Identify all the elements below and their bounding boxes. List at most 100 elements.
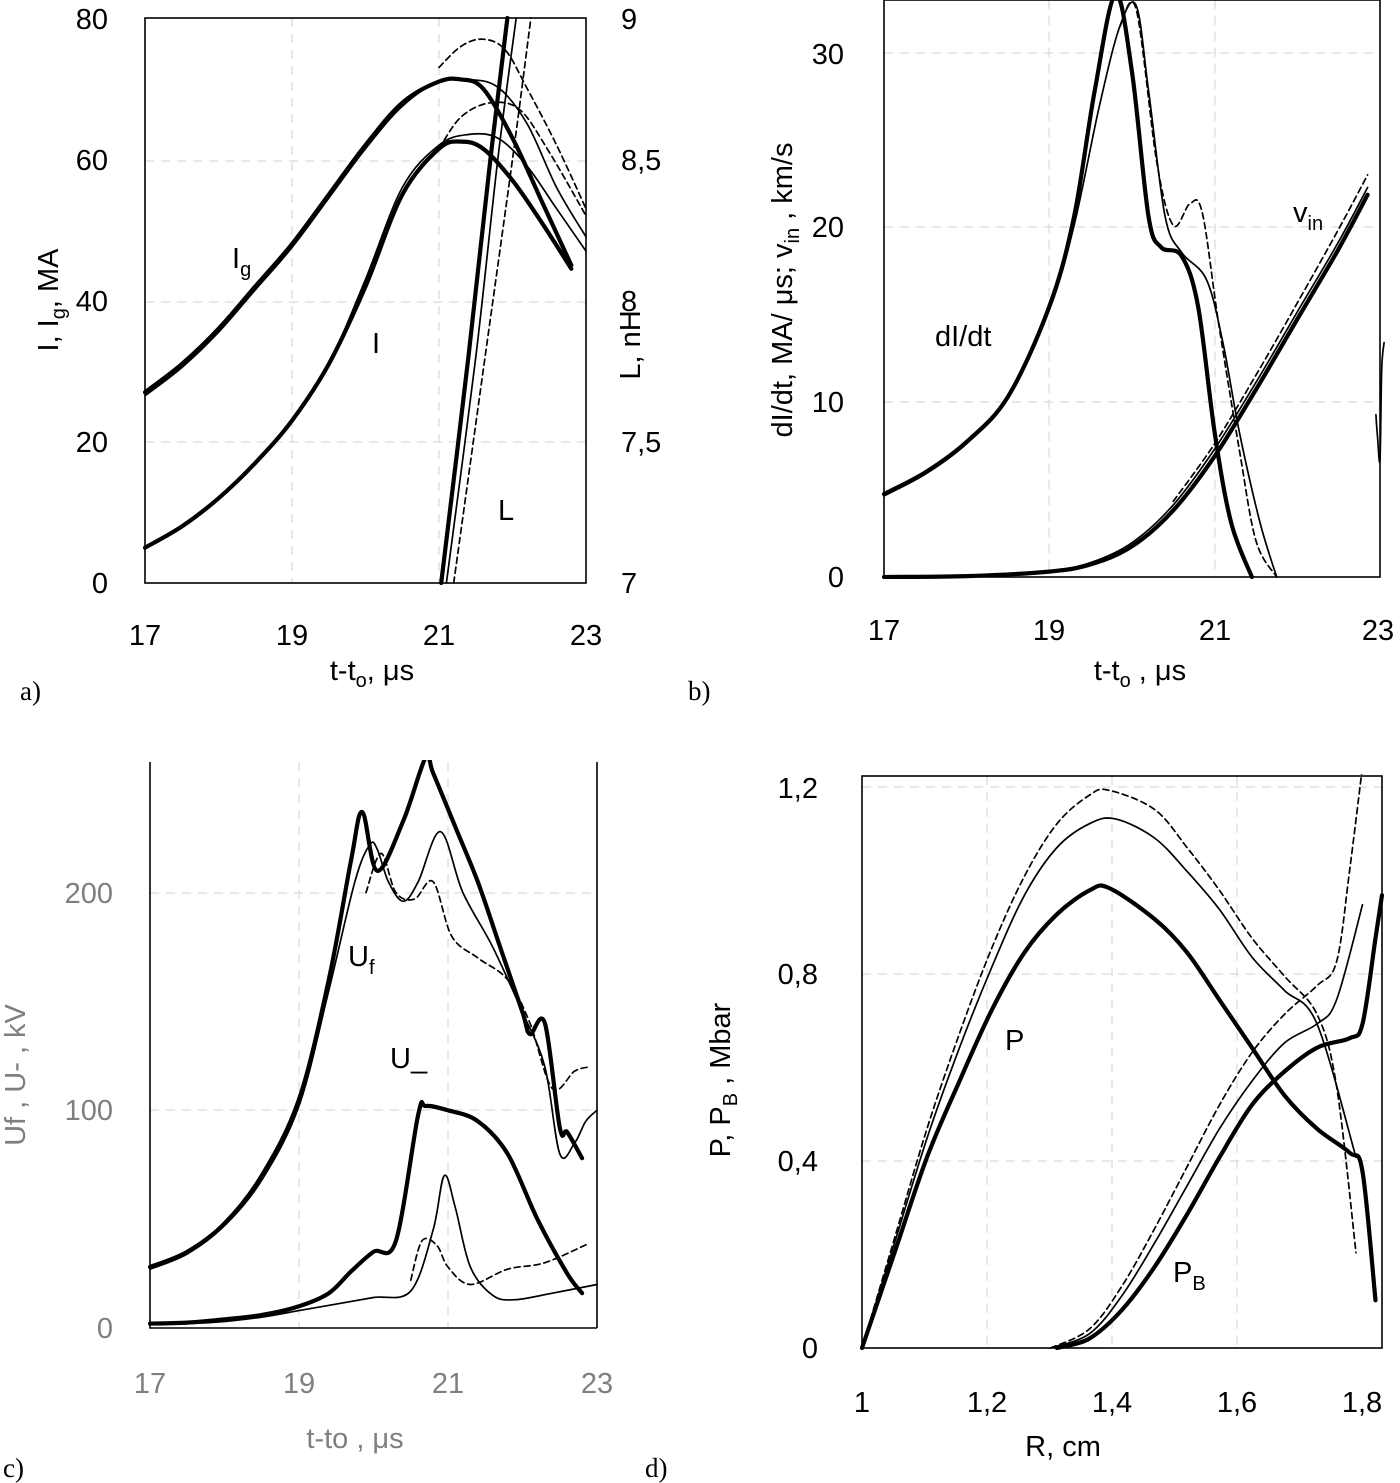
panel-a-grid: [145, 18, 586, 583]
b-xtick: 23: [1362, 615, 1394, 647]
c-panel-label: c): [3, 1453, 24, 1483]
panel-d-frame: [861, 775, 1383, 1349]
c-xaxis-label: t-to , μs: [306, 1423, 403, 1455]
b-ytick: 10: [812, 387, 844, 419]
series-line-a-4: [144, 132, 587, 549]
series-line-c-5: [409, 1237, 591, 1286]
d-xtick: 1: [854, 1387, 870, 1419]
d-ytick: 0,8: [778, 959, 818, 991]
series-line-d-2: [861, 788, 1357, 1349]
a-ytick-left: 20: [76, 427, 108, 459]
series-line-b-1: [883, 1, 1278, 578]
series-line-d-1: [861, 817, 1357, 1349]
b-ytick: 0: [828, 562, 844, 594]
c-ytick: 100: [65, 1095, 113, 1127]
c-annotation-uf: Uf: [348, 941, 375, 979]
b-xaxis-label: t-to , μs: [1094, 655, 1186, 692]
a-ytick-left: 0: [92, 568, 108, 600]
a-annotation-l: L: [498, 495, 514, 527]
series-line-c-2: [365, 852, 591, 1092]
panel-d: 1 1,2 1,4 1,6 1,8 0 0,4 0,8 1,2 R, cm P,…: [645, 773, 1384, 1483]
series-line-b-0: [882, 0, 1254, 579]
series-line-d-4: [1049, 903, 1364, 1349]
series-line-c-3: [148, 1100, 585, 1326]
series-line-c-4: [149, 1174, 598, 1325]
panel-c-lines: [148, 760, 598, 1326]
d-xaxis-label: R, cm: [1025, 1431, 1101, 1463]
a-ytick-right: 8,5: [621, 145, 661, 177]
c-xtick: 21: [432, 1368, 464, 1400]
series-line-b-5: [1172, 174, 1369, 503]
d-ytick: 0: [802, 1333, 818, 1365]
c-yaxis-label: Uf , U- , kV: [0, 1003, 32, 1145]
c-xtick: 19: [283, 1368, 315, 1400]
a-annotation-ig: Ig: [232, 243, 251, 281]
a-ytick-left: 80: [76, 4, 108, 36]
d-annotation-pb: PB: [1173, 1257, 1206, 1295]
b-xtick: 19: [1033, 615, 1065, 647]
a-ytick-right: 7: [621, 568, 637, 600]
panel-d-grid: [862, 776, 1382, 1348]
d-xtick: 1,6: [1217, 1387, 1257, 1419]
panel-c: 17 19 21 23 0 100 200 t-to , μs Uf , U- …: [0, 760, 613, 1483]
d-annotation-p: P: [1005, 1025, 1024, 1057]
b-ytick: 20: [812, 212, 844, 244]
c-xtick: 17: [134, 1368, 166, 1400]
b-yaxis-label: dI/dt, MA/ μs; vin , km/s: [767, 143, 804, 438]
a-yaxis-label-left: I, Ig, MA: [33, 248, 70, 352]
series-line-b-3: [882, 192, 1370, 579]
a-ytick-right: 8: [621, 286, 637, 318]
b-xtick: 21: [1199, 615, 1231, 647]
series-line-a-8: [452, 17, 532, 584]
a-panel-label: a): [20, 676, 41, 706]
c-ytick: 200: [65, 878, 113, 910]
a-xtick: 17: [129, 620, 161, 652]
d-xtick: 1,8: [1342, 1387, 1382, 1419]
a-annotation-i: I: [372, 328, 380, 360]
b-annotation-vin: vin: [1293, 197, 1323, 235]
d-xtick: 1,4: [1092, 1387, 1132, 1419]
panel-a-frame: [144, 17, 587, 584]
panel-d-lines: [860, 774, 1384, 1350]
panel-c-frame: [149, 762, 598, 1329]
b-panel-label: b): [688, 676, 711, 706]
a-xtick: 21: [423, 620, 455, 652]
a-xaxis-label: t-to, μs: [330, 655, 414, 692]
d-ytick: 0,4: [778, 1146, 818, 1178]
series-line-a-0: [143, 76, 574, 395]
series-line-d-0: [860, 883, 1378, 1350]
a-ytick-right: 7,5: [621, 427, 661, 459]
series-line-c-0: [148, 760, 585, 1270]
panel-b: 17 19 21 23 0 10 20 30 t-to , μs dI/dt, …: [688, 0, 1394, 706]
a-ytick-left: 40: [76, 286, 108, 318]
b-annotation-didt: dI/dt: [935, 321, 991, 353]
b-ytick: 30: [812, 39, 844, 71]
series-line-a-7: [445, 17, 518, 584]
panel-b-frame: [883, 0, 1381, 578]
d-panel-label: d): [645, 1453, 668, 1483]
d-ytick: 1,2: [778, 773, 818, 805]
series-line-d-3: [1054, 893, 1384, 1350]
a-ytick-left: 60: [76, 145, 108, 177]
c-annotation-um: U_: [390, 1043, 428, 1075]
a-xtick: 19: [276, 620, 308, 652]
b-xtick: 17: [868, 615, 900, 647]
panel-c-grid: [150, 762, 597, 1328]
a-xtick: 23: [570, 620, 602, 652]
series-line-d-5: [1049, 774, 1363, 1349]
a-yaxis-label-right: L, nH: [615, 310, 647, 379]
panel-a: 17 19 21 23 0 20 40 60 80 7 7,5 8 8,5 9 …: [20, 4, 661, 706]
series-line-c-1: [149, 830, 598, 1271]
d-yaxis-label: P, PB , Mbar: [705, 1002, 742, 1157]
series-line-b-2: [1118, 1, 1278, 578]
series-line-b-4: [883, 186, 1369, 578]
panel-a-lines: [143, 16, 587, 585]
panel-b-grid: [884, 0, 1380, 577]
panel-b-lines: [882, 0, 1385, 579]
series-line-a-5: [438, 101, 587, 217]
d-xtick: 1,2: [967, 1387, 1007, 1419]
c-ytick: 0: [97, 1313, 113, 1345]
c-xtick: 23: [581, 1368, 613, 1400]
series-line-a-1: [144, 77, 587, 397]
